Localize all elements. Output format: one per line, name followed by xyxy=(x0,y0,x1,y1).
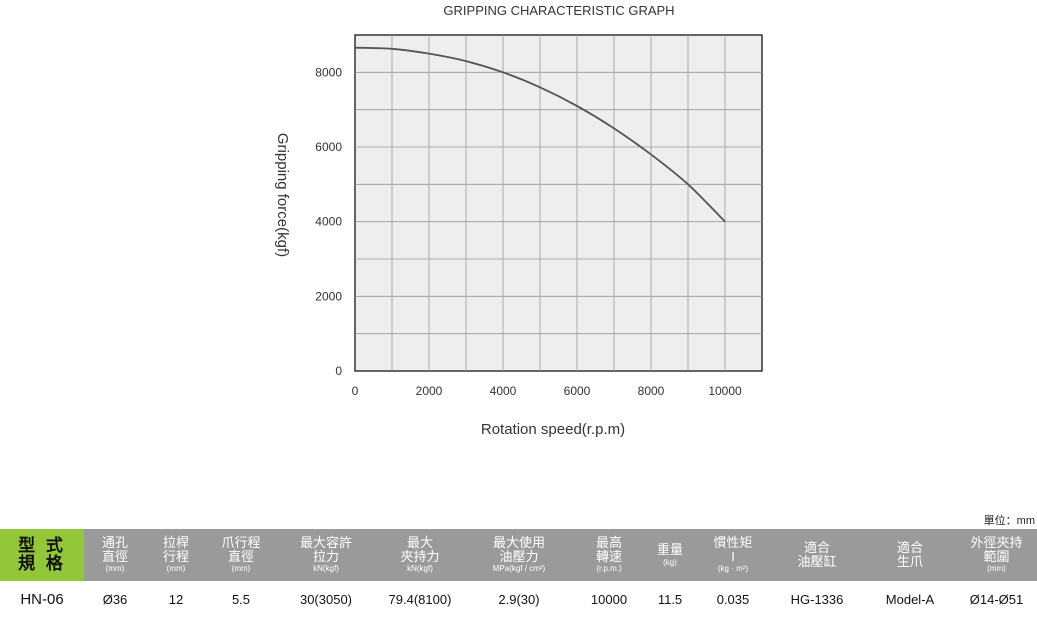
column-header-unit: kN(kgf) xyxy=(407,564,433,574)
model-cell: HN-06 xyxy=(20,591,64,608)
column-header-line: 通孔 xyxy=(101,535,128,551)
table-row: HN-06 Ø36 12 5.5 30(3050) 79.4(8100) 2.9(30) 10… xyxy=(0,581,1037,609)
table-cell: 79.4(8100) xyxy=(388,592,452,607)
x-tick-label: 0 xyxy=(352,384,359,398)
column-header-line: 直徑 xyxy=(101,548,128,564)
column-header-line: 轉速 xyxy=(595,548,622,564)
column-header-line: 最高 xyxy=(595,535,622,551)
column-header: 重量 (kg) xyxy=(644,529,696,581)
model-header-line2: 規 格 xyxy=(18,554,66,573)
column-header-line: 最大 xyxy=(406,535,433,551)
table-cell: Model-A xyxy=(885,592,935,607)
column-header: 最大 夾持力 kN(kgf) xyxy=(376,529,464,581)
x-tick-label: 2000 xyxy=(416,384,443,398)
column-header-line: 爪行程 xyxy=(221,535,261,551)
model-header-line1: 型 式 xyxy=(18,536,66,556)
column-header-line: 油壓缸 xyxy=(797,554,837,569)
unit-label: 單位：mm xyxy=(983,515,1035,527)
column-header: 適合 生爪 xyxy=(864,529,956,581)
table-cell: HG-1336 xyxy=(790,592,844,607)
column-header: 外徑夾持 範圍 (mm) xyxy=(956,529,1037,581)
column-header-line: 範圍 xyxy=(983,548,1010,564)
x-axis-label: Rotation speed(r.p.m) xyxy=(481,421,625,438)
series-line xyxy=(354,46,726,223)
spec-table: 型 式 規 格 通孔 直徑 (mm) 拉桿 行程 (mm) 爪行程 直徑 (mm) 最大容許 拉力 k… xyxy=(0,529,1037,609)
column-header-line: 適合 xyxy=(803,540,830,556)
column-header-unit: (mm) xyxy=(231,564,251,574)
column-header-line: 重量 xyxy=(656,541,683,557)
y-tick-label: 2000 xyxy=(315,289,342,303)
column-header-line: 外徑夾持 xyxy=(970,535,1023,551)
y-tick-label: 4000 xyxy=(315,215,342,229)
column-header-line: 生爪 xyxy=(896,554,923,569)
column-header-line: 夾持力 xyxy=(400,548,440,564)
column-header-line: 最大容許 xyxy=(299,535,352,551)
table-header-row: 型 式 規 格 通孔 直徑 (mm) 拉桿 行程 (mm) 爪行程 直徑 (mm) 最大容許 拉力 k… xyxy=(0,529,1037,581)
table-cell: 12 xyxy=(168,592,184,607)
x-tick-label: 6000 xyxy=(564,384,591,398)
column-header: 拉桿 行程 (mm) xyxy=(146,529,206,581)
column-header: 爪行程 直徑 (mm) xyxy=(206,529,276,581)
table-cell: 10000 xyxy=(590,592,628,607)
column-header-unit: MPa(kgf / cm²) xyxy=(492,564,546,574)
y-tick-label: 8000 xyxy=(315,65,342,79)
column-header: 適合 油壓缸 xyxy=(770,529,864,581)
plot-area xyxy=(354,34,763,372)
table-cell: Ø36 xyxy=(102,592,128,607)
table-cell: Ø14-Ø51 xyxy=(969,592,1024,607)
column-header: 最大使用 油壓力 MPa(kgf / cm²) xyxy=(464,529,574,581)
x-tick-label: 8000 xyxy=(638,384,665,398)
table-cell: 11.5 xyxy=(657,592,683,607)
table-cell: 0.035 xyxy=(716,592,750,607)
column-header-line: 行程 xyxy=(162,548,189,564)
y-tick-label: 6000 xyxy=(315,140,342,154)
column-header-line: 適合 xyxy=(896,540,923,556)
column-header-unit: (kg · m²) xyxy=(717,564,749,574)
column-header: 最大容許 拉力 kN(kgf) xyxy=(276,529,376,581)
column-header-unit: (mm) xyxy=(987,564,1006,574)
column-header-line: 油壓力 xyxy=(499,548,539,564)
column-header-line: 拉力 xyxy=(312,548,339,564)
table-cell: 30(3050) xyxy=(299,592,353,607)
x-tick-label: 4000 xyxy=(490,384,517,398)
column-header-line: 拉桿 xyxy=(162,535,189,551)
column-header: 最高 轉速 (r.p.m.) xyxy=(574,529,644,581)
y-tick-labels: 0 2000 4000 6000 8000 xyxy=(315,65,342,378)
column-header: 通孔 直徑 (mm) xyxy=(84,529,146,581)
chart-title: GRIPPING CHARACTERISTIC GRAPH xyxy=(443,3,674,18)
x-tick-label: 10000 xyxy=(708,384,742,398)
y-tick-label: 0 xyxy=(335,364,342,378)
column-header-line: 最大使用 xyxy=(492,535,545,551)
y-axis-label: Gripping force(kgf) xyxy=(274,133,291,257)
column-header-line: 直徑 xyxy=(227,548,254,564)
column-header-unit: (kg) xyxy=(663,557,677,567)
gripping-chart: GRIPPING CHARACTERISTIC GRAPH 0 2000 4000 6… xyxy=(274,3,763,438)
table-cell: 2.9(30) xyxy=(498,592,540,607)
column-header-unit: kN(kgf) xyxy=(313,564,339,574)
x-tick-labels: 0 2000 4000 6000 8000 10000 xyxy=(352,384,742,398)
column-header: 慣性矩 I (kg · m²) xyxy=(696,529,770,581)
column-header-line: I xyxy=(731,548,735,564)
model-header: 型 式 規 格 xyxy=(0,529,84,581)
table-cell: 5.5 xyxy=(231,592,251,607)
column-header-unit: (r.p.m.) xyxy=(596,564,622,574)
column-header-line: 慣性矩 xyxy=(713,535,753,551)
column-header-unit: (mm) xyxy=(105,564,125,574)
column-header-unit: (mm) xyxy=(166,564,186,574)
grid-lines xyxy=(355,35,762,371)
